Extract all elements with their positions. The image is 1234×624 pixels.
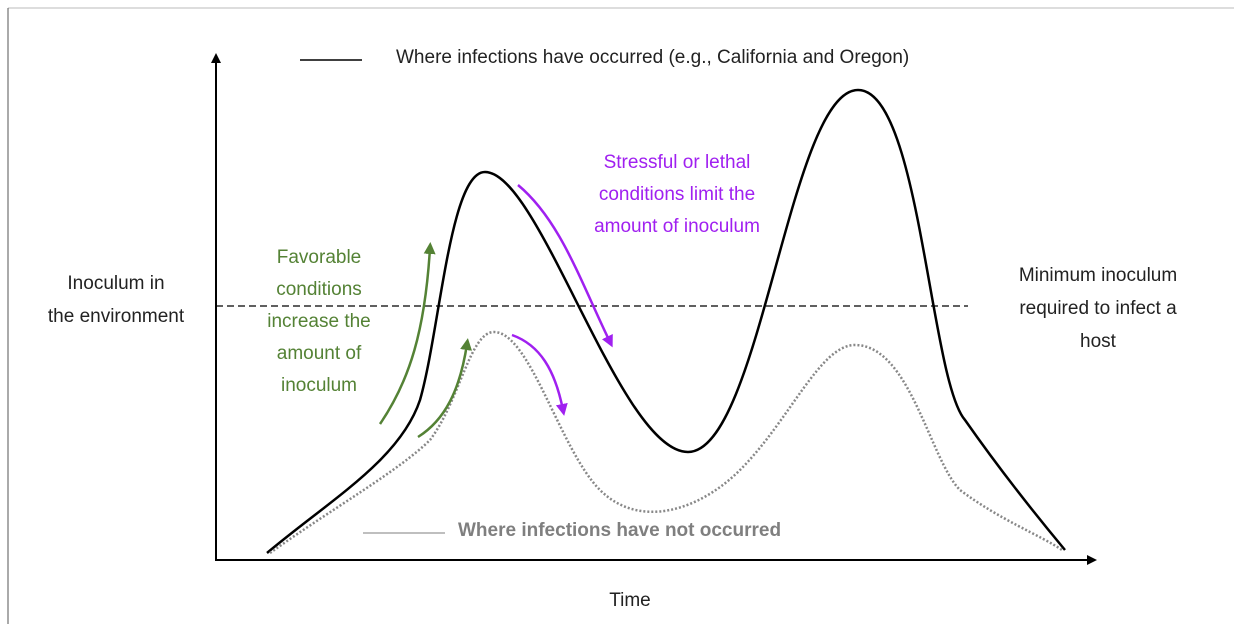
text-line: Stressful or lethal [604,152,751,173]
favorable-arrow [378,242,436,425]
stressful-arrow [511,333,568,416]
text-line: Minimum inoculum [1019,265,1177,286]
legend-label: Where infections have occurred (e.g., Ca… [396,47,909,68]
infected-curve [266,88,1066,554]
text-line: Favorable [277,247,362,268]
text-line: increase the [267,311,371,332]
text-line: Inoculum in [67,273,164,294]
x-axis-label: Time [609,590,651,611]
legend-label: Where infections have not occurred [458,520,781,541]
text-line: amount of inoculum [594,216,760,237]
stressful-arrow [517,184,613,348]
favorable-note: Favorable conditions increase the amount of… [267,247,371,396]
text-line: the environment [48,306,185,327]
text-line: conditions [276,279,362,300]
favorable-arrow [417,338,473,439]
text-line: host [1080,331,1117,352]
y-axis-label: Inoculum in the environment [48,273,185,327]
threshold-label: Minimum inoculum required to infect a host [1019,265,1177,352]
not-infected-curve [269,330,1063,555]
stressful-note: Stressful or lethal conditions limit the a… [594,152,760,237]
text-line: amount of [277,343,362,364]
text-line: conditions limit the [599,184,755,205]
text-line: inoculum [281,375,357,396]
text-line: required to infect a [1019,298,1177,319]
